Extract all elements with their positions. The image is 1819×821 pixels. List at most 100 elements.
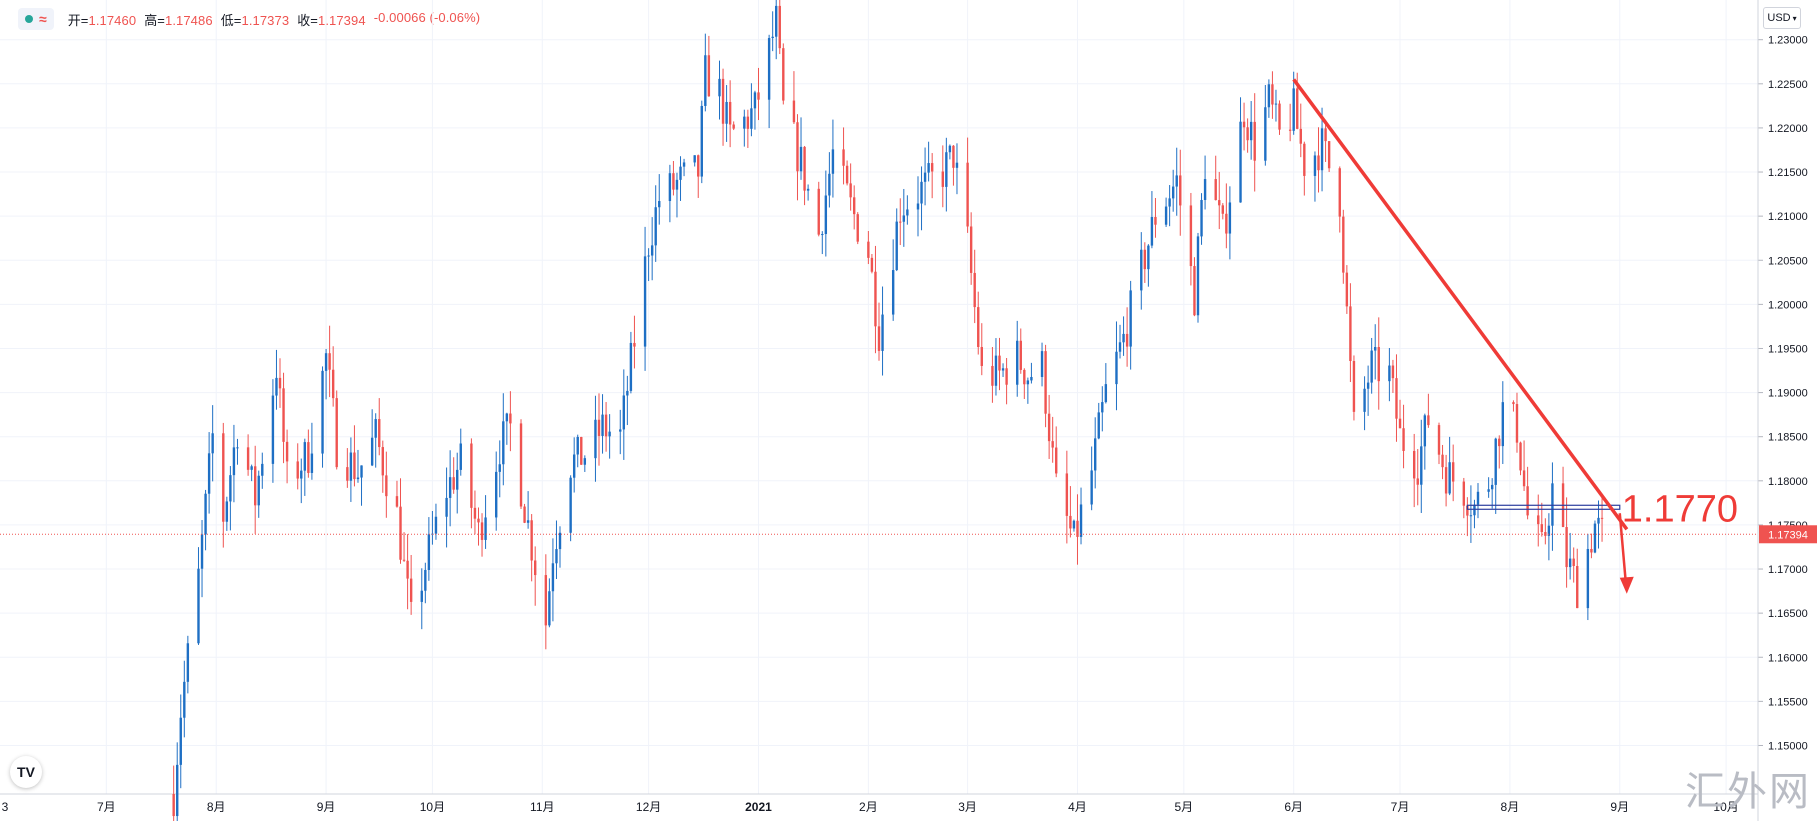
- candle-body: [1125, 333, 1129, 347]
- candle-body: [1150, 216, 1154, 246]
- candle-body: [505, 413, 509, 422]
- candle-body: [335, 398, 338, 468]
- y-tick-label: 1.21500: [1768, 167, 1808, 179]
- candle-body: [743, 116, 746, 129]
- candle-body: [1179, 175, 1182, 206]
- approx-icon: ≈: [39, 11, 47, 27]
- candle-body: [448, 477, 452, 498]
- candle-body: [456, 469, 459, 490]
- candle-body: [1586, 548, 1590, 609]
- candle-body: [207, 453, 211, 494]
- candle-body: [707, 55, 711, 97]
- candle-body: [1026, 380, 1030, 385]
- candle-body: [222, 433, 225, 522]
- x-tick-label: 10月: [1713, 800, 1738, 814]
- candles-group: [172, 0, 1604, 821]
- candle-body: [551, 563, 555, 592]
- watermark-logo: 汇外网: [1685, 769, 1811, 815]
- y-tick-label: 1.23000: [1768, 35, 1808, 47]
- candle-body: [601, 414, 604, 436]
- low-label: 低=: [220, 12, 242, 28]
- x-tick-label: 9月: [1610, 800, 1629, 814]
- candle-body: [1246, 127, 1249, 141]
- downtrend-line: [1292, 78, 1629, 531]
- candle-body: [253, 466, 257, 506]
- x-tick-label: 7月: [1391, 800, 1410, 814]
- y-tick-label: 1.20500: [1768, 255, 1808, 267]
- candle-body: [229, 475, 232, 502]
- candle-body: [1547, 525, 1551, 536]
- candle-body: [796, 122, 799, 172]
- candle-body: [650, 245, 654, 256]
- candle-body: [1498, 438, 1501, 447]
- y-tick-label: 1.22500: [1768, 79, 1808, 91]
- x-tick-label: 12月: [636, 800, 661, 814]
- candle-body: [509, 413, 512, 424]
- candle-body: [952, 145, 955, 168]
- down-arrow-shaft: [1618, 513, 1628, 583]
- symbol-badge[interactable]: ≈: [18, 8, 54, 30]
- candle-body: [434, 516, 438, 534]
- candle-body: [1363, 388, 1366, 412]
- candle-body: [750, 108, 753, 129]
- candle-body: [856, 214, 859, 242]
- candle-body: [1154, 216, 1157, 225]
- candle-body: [980, 346, 983, 366]
- candle-body: [1487, 489, 1490, 492]
- candle-body: [1441, 454, 1444, 468]
- candle-body: [385, 475, 388, 497]
- candle-body: [658, 201, 661, 208]
- candle-body: [1551, 483, 1554, 526]
- candle-body: [977, 307, 980, 347]
- candle-body: [300, 470, 303, 479]
- tradingview-logo-icon[interactable]: TV: [10, 756, 42, 788]
- candle-body: [1055, 447, 1058, 474]
- currency-label: USD: [1767, 12, 1791, 24]
- candle-body: [1175, 175, 1178, 187]
- candle-body: [906, 209, 909, 216]
- ohlc-values: 开=1.17460 高=1.17486 低=1.17373 收=1.17394 …: [68, 10, 480, 29]
- y-tick-label: 1.16500: [1768, 608, 1808, 620]
- candle-body: [842, 149, 845, 166]
- candle-body: [1473, 504, 1476, 516]
- candle-body: [771, 36, 774, 39]
- candle-body: [445, 497, 448, 517]
- candle-body: [1005, 368, 1008, 385]
- candle-body: [1402, 428, 1405, 451]
- candle-body: [633, 342, 636, 347]
- candle-body: [955, 162, 959, 168]
- candle-body: [1416, 478, 1419, 485]
- candle-body: [916, 203, 920, 210]
- x-tick-label: 5月: [1174, 800, 1193, 814]
- candle-body: [626, 390, 629, 396]
- candle-body: [498, 464, 501, 472]
- change-value: -0.00066 (-0.06%): [373, 9, 481, 25]
- candle-body: [881, 314, 884, 351]
- candle-body: [495, 471, 498, 518]
- x-tick-label: 11月: [530, 800, 554, 814]
- candle-body: [1200, 199, 1203, 237]
- candle-body: [1118, 342, 1122, 352]
- candle-body: [1494, 438, 1497, 485]
- currency-selector[interactable]: USD ▾: [1763, 7, 1801, 29]
- candle-body: [1395, 378, 1398, 419]
- candle-body: [1423, 415, 1427, 447]
- candle-body: [1040, 351, 1044, 377]
- symbol-legend: ≈ 开=1.17460 高=1.17486 低=1.17373 收=1.1739…: [18, 8, 480, 30]
- candle-body: [1047, 413, 1051, 442]
- candle-body: [1412, 450, 1416, 479]
- candle-body: [1296, 88, 1299, 129]
- candle-body: [523, 506, 526, 523]
- candle-body: [1079, 504, 1083, 537]
- candle-body: [1278, 103, 1281, 130]
- x-tick-label: 3: [2, 800, 9, 814]
- candle-body: [172, 794, 175, 817]
- x-tick-label: 7月: [97, 800, 116, 814]
- candle-body: [1522, 470, 1526, 487]
- candle-body: [1398, 418, 1402, 429]
- close-value: 1.17394: [317, 12, 366, 28]
- candle-body: [629, 342, 633, 391]
- candle-body: [895, 221, 898, 271]
- market-status-icon: [25, 15, 33, 23]
